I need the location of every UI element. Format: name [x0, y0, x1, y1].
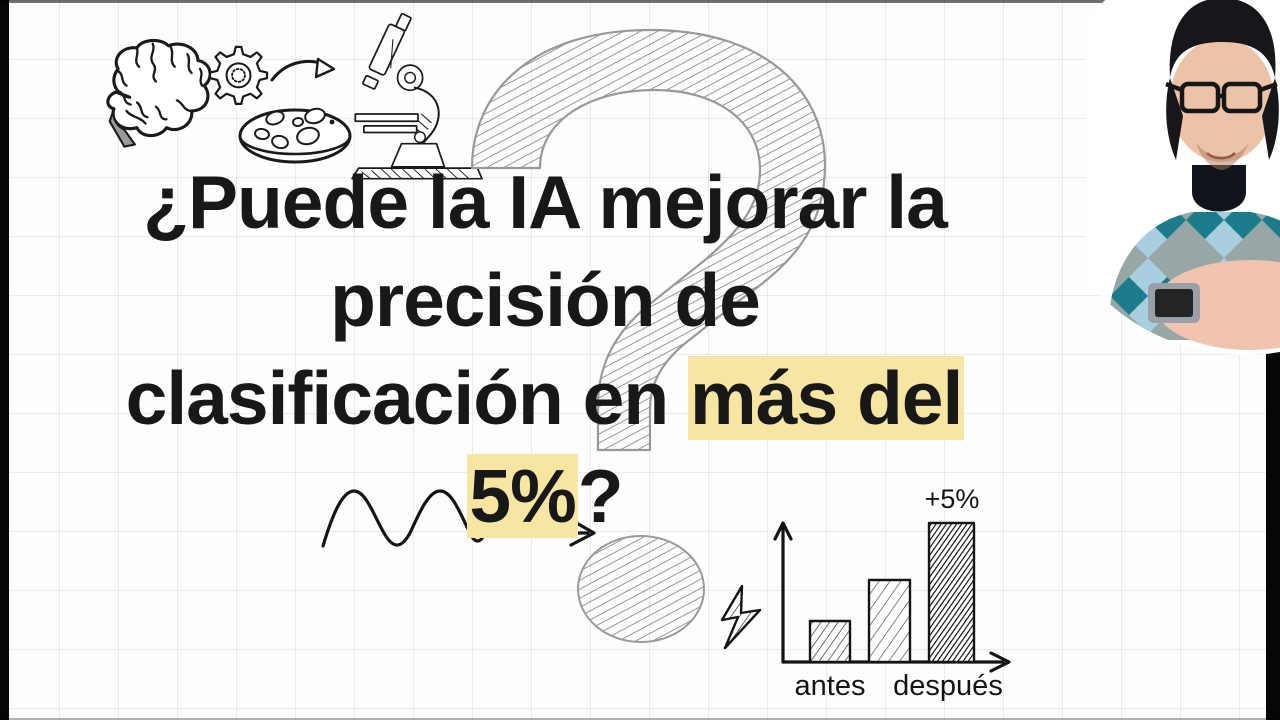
svg-text:después: después — [893, 670, 1003, 702]
svg-text:antes: antes — [795, 670, 866, 702]
